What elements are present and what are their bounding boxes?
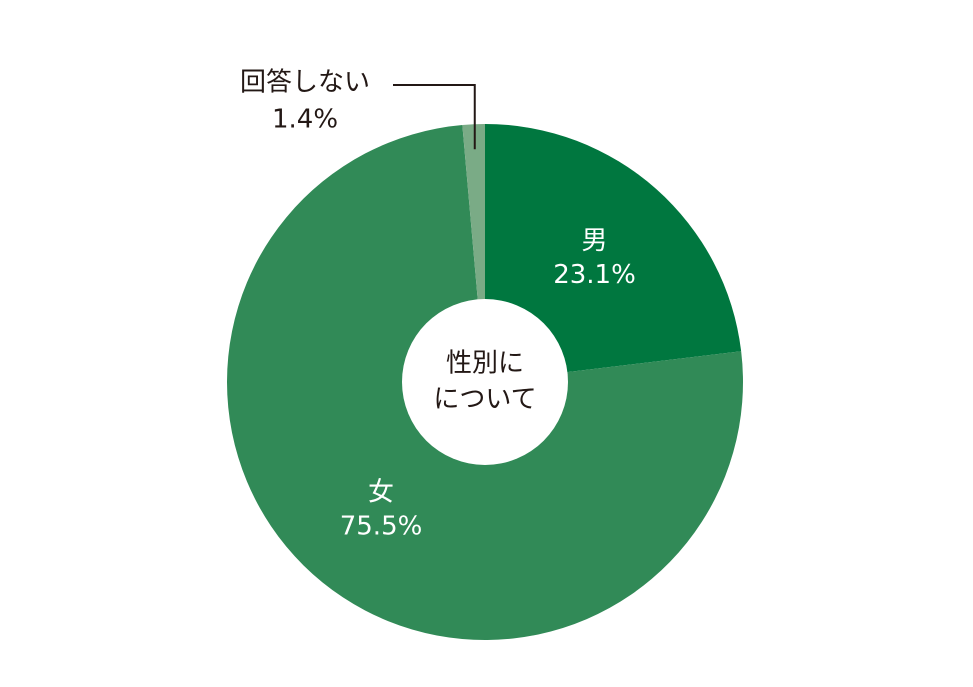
center-text: 性別に xyxy=(446,349,524,379)
leader-line xyxy=(393,84,476,150)
center-hole xyxy=(402,299,568,465)
slice-label: 1.4% xyxy=(272,105,338,135)
slice-label: 23.1% xyxy=(553,260,636,290)
slice-label: 75.5% xyxy=(340,512,423,542)
slice-name: 女 xyxy=(368,478,394,508)
slice-name: 男 xyxy=(581,226,607,256)
pie-slice xyxy=(485,124,742,382)
center-text: について xyxy=(433,385,536,415)
slice-name: 回答しない xyxy=(240,68,370,98)
